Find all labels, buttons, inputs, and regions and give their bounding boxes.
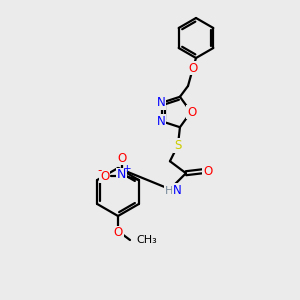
Text: N: N	[157, 115, 165, 128]
Text: O: O	[188, 106, 196, 118]
Text: O: O	[113, 226, 123, 239]
Text: O: O	[117, 152, 126, 164]
Text: +: +	[122, 164, 131, 174]
Text: H: H	[165, 186, 173, 196]
Text: CH₃: CH₃	[136, 235, 157, 245]
Text: S: S	[174, 139, 182, 152]
Text: O: O	[203, 165, 213, 178]
Text: N: N	[172, 184, 181, 197]
Text: N: N	[157, 96, 165, 109]
Text: O: O	[188, 61, 198, 74]
Text: -: -	[98, 164, 102, 178]
Text: N: N	[117, 169, 127, 182]
Text: O: O	[100, 169, 110, 182]
